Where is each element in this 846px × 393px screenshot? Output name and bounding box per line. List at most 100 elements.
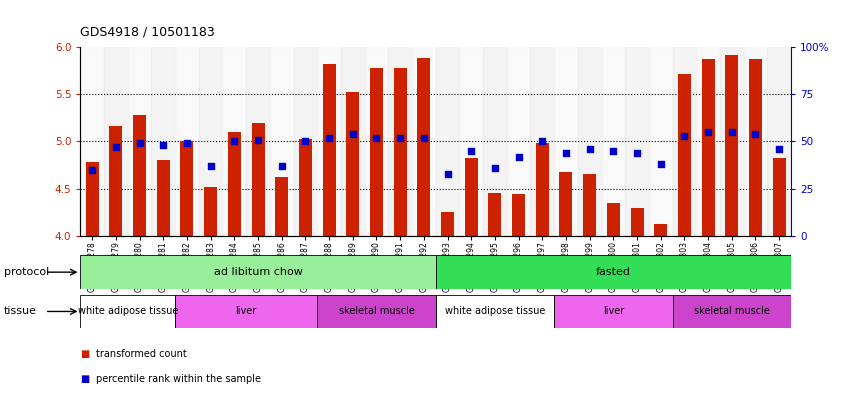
Bar xyxy=(554,295,673,328)
Point xyxy=(678,133,691,139)
Text: white adipose tissue: white adipose tissue xyxy=(445,307,545,316)
Point xyxy=(228,138,241,145)
Text: skeletal muscle: skeletal muscle xyxy=(338,307,415,316)
Point xyxy=(251,136,265,143)
Bar xyxy=(767,47,791,236)
Point xyxy=(346,131,360,137)
Point xyxy=(370,134,383,141)
Bar xyxy=(317,295,436,328)
Bar xyxy=(175,47,199,236)
Bar xyxy=(441,212,454,236)
Point xyxy=(157,142,170,149)
Bar xyxy=(133,115,146,236)
Bar xyxy=(341,47,365,236)
Point xyxy=(512,153,525,160)
Bar xyxy=(436,295,554,328)
Bar xyxy=(749,59,762,236)
Text: percentile rank within the sample: percentile rank within the sample xyxy=(96,374,261,384)
Bar xyxy=(630,208,644,236)
Bar xyxy=(80,255,436,289)
Bar xyxy=(228,132,241,236)
Point xyxy=(441,171,454,177)
Bar xyxy=(151,47,175,236)
Point xyxy=(322,134,336,141)
Bar xyxy=(128,47,151,236)
Bar xyxy=(720,47,744,236)
Bar xyxy=(673,47,696,236)
Point xyxy=(701,129,715,135)
Bar xyxy=(654,224,667,236)
Point xyxy=(559,150,573,156)
Bar xyxy=(365,47,388,236)
Bar xyxy=(464,158,478,236)
Bar xyxy=(251,123,265,236)
Point xyxy=(654,161,667,167)
Bar xyxy=(554,47,578,236)
Bar xyxy=(322,64,336,236)
Point xyxy=(630,150,644,156)
Text: ■: ■ xyxy=(80,349,90,359)
Point xyxy=(133,140,146,147)
Point xyxy=(204,163,217,169)
Text: liver: liver xyxy=(235,307,257,316)
Bar xyxy=(294,47,317,236)
Bar xyxy=(275,177,288,236)
Bar xyxy=(583,174,596,236)
Text: GDS4918 / 10501183: GDS4918 / 10501183 xyxy=(80,26,215,39)
Point xyxy=(393,134,407,141)
Point xyxy=(725,129,739,135)
Bar xyxy=(393,68,407,236)
Bar xyxy=(436,255,791,289)
Bar xyxy=(175,295,317,328)
Bar xyxy=(157,160,170,236)
Text: fasted: fasted xyxy=(596,267,631,277)
Point xyxy=(180,140,194,147)
Point xyxy=(85,167,99,173)
Bar xyxy=(317,47,341,236)
Bar xyxy=(673,295,791,328)
Bar xyxy=(388,47,412,236)
Point xyxy=(583,146,596,152)
Bar xyxy=(530,47,554,236)
Bar xyxy=(436,47,459,236)
Bar xyxy=(725,55,739,236)
Bar xyxy=(607,203,620,236)
Bar xyxy=(370,68,383,236)
Bar xyxy=(270,47,294,236)
Text: tissue: tissue xyxy=(4,307,37,316)
Bar xyxy=(417,59,431,236)
Point xyxy=(464,148,478,154)
Text: ad libitum chow: ad libitum chow xyxy=(213,267,303,277)
Bar xyxy=(80,47,104,236)
Point xyxy=(275,163,288,169)
Bar xyxy=(459,47,483,236)
Bar xyxy=(246,47,270,236)
Bar xyxy=(772,158,786,236)
Point xyxy=(749,131,762,137)
Bar xyxy=(483,47,507,236)
Bar xyxy=(512,194,525,236)
Bar xyxy=(536,143,549,236)
Text: white adipose tissue: white adipose tissue xyxy=(78,307,178,316)
Text: liver: liver xyxy=(602,307,624,316)
Bar xyxy=(299,139,312,236)
Bar xyxy=(488,193,502,236)
Bar xyxy=(412,47,436,236)
Text: protocol: protocol xyxy=(4,267,49,277)
Bar xyxy=(204,187,217,236)
Bar xyxy=(80,295,175,328)
Bar xyxy=(559,172,573,236)
Bar xyxy=(578,47,602,236)
Point xyxy=(772,146,786,152)
Text: ■: ■ xyxy=(80,374,90,384)
Text: skeletal muscle: skeletal muscle xyxy=(694,307,770,316)
Text: transformed count: transformed count xyxy=(96,349,186,359)
Bar xyxy=(696,47,720,236)
Bar xyxy=(85,162,99,236)
Bar xyxy=(104,47,128,236)
Point xyxy=(488,165,502,171)
Bar xyxy=(346,92,360,236)
Bar xyxy=(109,127,123,236)
Bar xyxy=(649,47,673,236)
Bar xyxy=(507,47,530,236)
